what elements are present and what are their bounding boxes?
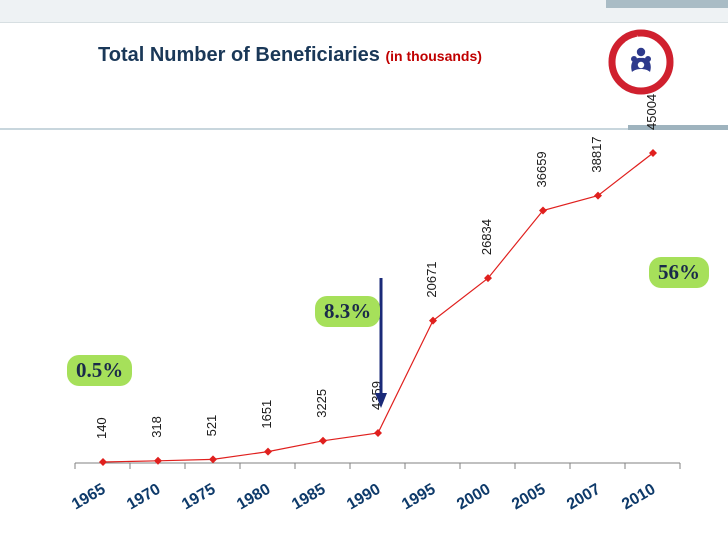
data-point xyxy=(99,458,107,467)
data-label: 36659 xyxy=(534,151,549,187)
organization-logo: الهيئة العامة للتأمين الصحي صحتك أمانة ف… xyxy=(608,29,674,95)
data-label: 38817 xyxy=(589,136,604,172)
data-label: 26834 xyxy=(479,219,494,255)
data-label: 318 xyxy=(149,416,164,438)
data-point xyxy=(484,274,492,283)
family-figures-icon xyxy=(631,47,651,74)
x-tick-label: 1975 xyxy=(179,481,218,514)
data-point xyxy=(154,456,162,465)
data-point xyxy=(594,191,602,200)
x-tick-label: 1990 xyxy=(344,481,383,514)
top-decor-accent xyxy=(606,0,728,8)
x-tick-label: 1985 xyxy=(289,481,328,514)
data-point xyxy=(649,149,657,157)
data-point xyxy=(319,436,327,445)
data-label: 20671 xyxy=(424,261,439,297)
data-point xyxy=(264,447,272,456)
data-label: 1651 xyxy=(259,400,274,429)
chart-title: Total Number of Beneficiaries (in thousa… xyxy=(98,44,482,67)
title-main: Total Number of Beneficiaries xyxy=(98,44,380,66)
header-divider-accent xyxy=(628,125,728,130)
top-decor-bar xyxy=(0,0,728,22)
data-label: 140 xyxy=(94,417,109,439)
x-tick-label: 1980 xyxy=(234,481,273,514)
data-point xyxy=(374,428,382,437)
data-point xyxy=(539,206,547,215)
share-badge-2010: 56% xyxy=(649,257,709,288)
x-tick-label: 1965 xyxy=(69,481,108,514)
share-badge-1965: 0.5% xyxy=(67,355,133,386)
down-arrow-icon xyxy=(375,393,387,408)
data-point xyxy=(429,316,437,325)
top-decor-line xyxy=(0,22,728,23)
x-tick-label: 2000 xyxy=(454,481,493,514)
x-tick-label: 2010 xyxy=(619,481,658,514)
x-tick-label: 2005 xyxy=(509,481,548,514)
data-label: 521 xyxy=(204,415,219,437)
header-divider xyxy=(0,128,728,130)
data-label: 45004 xyxy=(644,94,659,130)
x-tick-label: 1970 xyxy=(124,481,163,514)
data-point xyxy=(209,455,217,464)
data-label: 3225 xyxy=(314,389,329,418)
x-tick-label: 2007 xyxy=(564,481,603,514)
title-subtitle: (in thousands) xyxy=(385,48,482,64)
share-badge-1990: 8.3% xyxy=(315,296,381,327)
x-tick-label: 1995 xyxy=(399,481,438,514)
